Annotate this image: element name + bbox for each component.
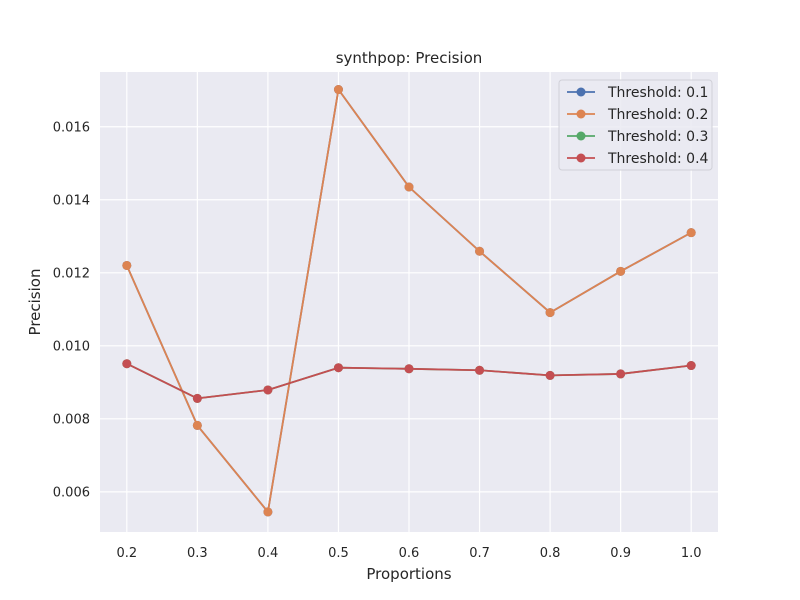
data-point [263, 385, 273, 395]
legend-label: Threshold: 0.1 [607, 85, 708, 101]
chart-title: synthpop: Precision [336, 49, 483, 67]
data-point [616, 266, 626, 276]
y-tick-label: 0.014 [53, 193, 90, 208]
legend-marker [576, 153, 586, 163]
x-tick-label: 1.0 [681, 546, 702, 561]
data-point [616, 369, 626, 379]
x-tick-label: 0.9 [610, 546, 631, 561]
data-point [545, 370, 555, 380]
series-group-item [122, 85, 696, 517]
x-tick-label: 0.6 [399, 546, 420, 561]
data-point [404, 364, 414, 374]
data-point [192, 393, 202, 403]
x-tick-label: 0.3 [187, 546, 208, 561]
y-tick-label: 0.016 [53, 120, 90, 135]
data-point [192, 420, 202, 430]
data-point [686, 361, 696, 371]
data-point [686, 228, 696, 238]
y-tick-label: 0.012 [53, 266, 90, 281]
data-point [122, 359, 132, 369]
legend-box [558, 79, 713, 171]
x-tick-label: 0.8 [540, 546, 561, 561]
legend-marker [576, 109, 586, 119]
x-axis-ticks: 0.2 0.3 0.4 0.5 0.6 0.7 0.8 0.9 1.0 [116, 546, 701, 561]
data-point [333, 85, 343, 95]
data-point [333, 363, 343, 373]
legend-label: Threshold: 0.3 [607, 129, 708, 145]
x-tick-label: 0.4 [258, 546, 279, 561]
legend: Threshold: 0.1 Threshold: 0.2 Threshold: 0… [558, 79, 713, 171]
x-tick-label: 0.5 [328, 546, 349, 561]
data-point [475, 246, 485, 256]
series-group [122, 85, 696, 517]
y-tick-label: 0.008 [53, 412, 90, 427]
x-tick-label: 0.2 [116, 546, 137, 561]
data-point [122, 260, 132, 270]
data-point [404, 182, 414, 192]
data-point [545, 308, 555, 318]
legend-label: Threshold: 0.2 [607, 107, 708, 123]
y-tick-label: 0.006 [53, 485, 90, 500]
y-tick-label: 0.010 [53, 339, 90, 354]
data-point [263, 507, 273, 517]
legend-marker [576, 87, 586, 97]
series-group-item [122, 359, 696, 403]
data-point [475, 365, 485, 375]
legend-label: Threshold: 0.4 [607, 151, 709, 167]
x-tick-label: 0.7 [469, 546, 490, 561]
y-axis-ticks: 0.006 0.008 0.010 0.012 0.014 0.016 [53, 120, 90, 500]
legend-marker [576, 131, 586, 141]
y-axis-title: Precision [26, 269, 44, 336]
x-axis-title: Proportions [366, 565, 451, 583]
